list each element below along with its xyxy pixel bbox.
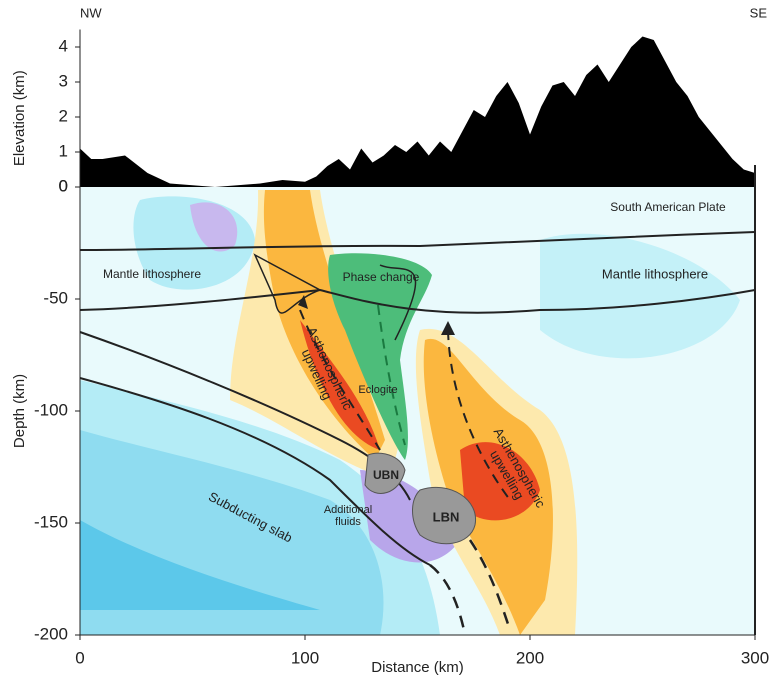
y-axis-label: Elevation (km) — [11, 70, 28, 166]
y-tick-label: -50 — [43, 288, 68, 307]
ubn-body — [364, 452, 406, 494]
elevation-area — [80, 36, 755, 187]
slow-region — [190, 202, 238, 252]
y-tick-label: 2 — [59, 106, 68, 125]
annotation: LBN — [433, 509, 460, 524]
y-tick-label: 1 — [59, 141, 68, 160]
y-tick-label: 3 — [59, 71, 68, 90]
x-axis-label: Distance (km) — [371, 659, 464, 676]
lithosphere-boundary — [253, 253, 322, 314]
slow-region — [80, 520, 320, 610]
fast-region — [460, 442, 540, 521]
flow-arrow — [377, 304, 406, 446]
x-tick-label: 200 — [516, 648, 544, 667]
annotation: Mantle lithosphere — [103, 267, 201, 281]
x-tick-label: 0 — [75, 648, 84, 667]
lithosphere-boundary — [79, 231, 756, 251]
phase-change-region — [328, 253, 432, 460]
annotation: South American Plate — [610, 200, 726, 214]
y-axis-label: Depth (km) — [11, 374, 28, 448]
y-tick-label: 0 — [59, 176, 68, 195]
annotation-line: fluids — [335, 516, 361, 528]
slab-extension — [429, 564, 467, 636]
lbn-body — [412, 486, 476, 545]
tomography — [79, 187, 756, 636]
nw-label: NW — [80, 5, 102, 20]
slow-region — [540, 233, 740, 359]
annotation: Additional fluids — [324, 504, 372, 528]
arrow-head — [298, 295, 308, 309]
y-tick-label: -100 — [34, 400, 68, 419]
lithosphere-boundary — [79, 288, 756, 314]
se-label: SE — [750, 5, 768, 20]
y-tick-label: 4 — [59, 36, 68, 55]
flow-arrow — [299, 309, 381, 451]
annotation: Eclogite — [358, 384, 397, 396]
annotation: Phase change — [343, 270, 420, 284]
slab-bottom — [79, 377, 431, 566]
x-tick-label: 300 — [741, 648, 769, 667]
annotation-line: Additional — [324, 504, 372, 516]
x-tick-label: 100 — [291, 648, 319, 667]
annotation: Mantle lithosphere — [602, 266, 708, 281]
y-tick-label: 0 — [59, 176, 68, 195]
lithosphere-boundary — [379, 264, 417, 341]
slab-extension — [468, 539, 512, 631]
y-tick-label: -150 — [34, 512, 68, 531]
fast-region — [263, 190, 385, 460]
arrow-head — [441, 321, 455, 335]
y-tick-label: -200 — [34, 624, 68, 643]
annotation: UBN — [373, 468, 399, 482]
flow-arrow — [447, 329, 511, 501]
